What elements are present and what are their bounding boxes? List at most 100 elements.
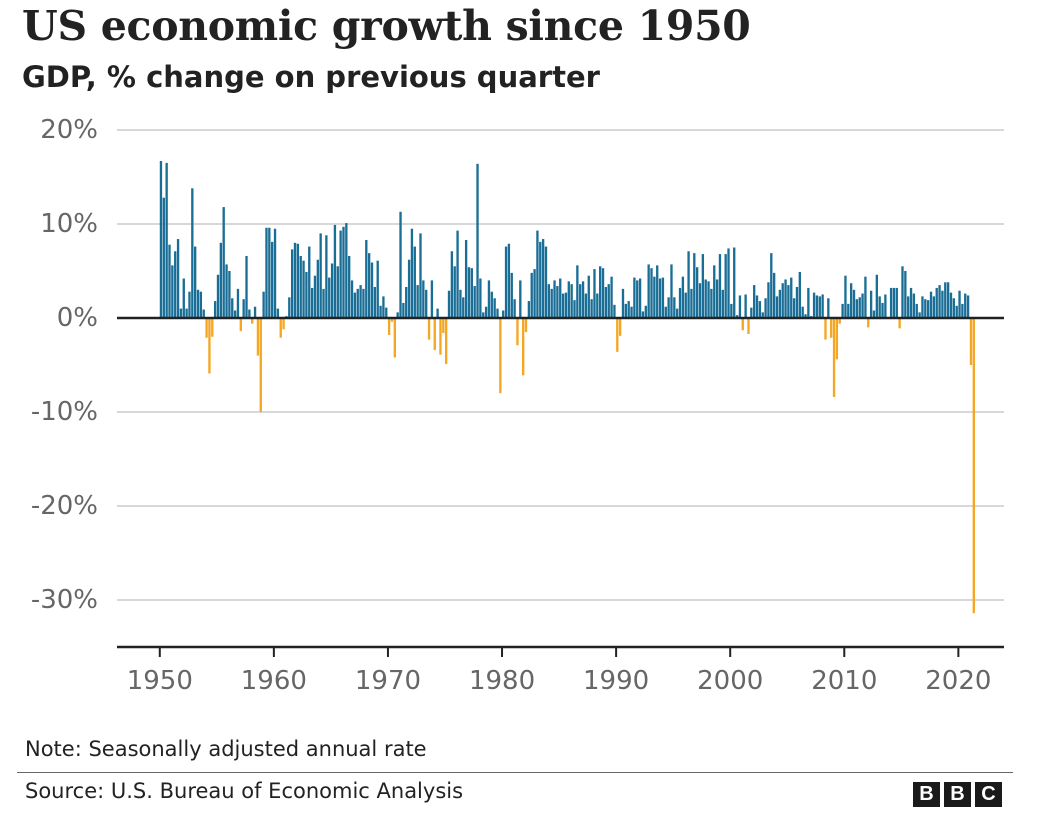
bar-positive bbox=[807, 287, 810, 318]
bar-positive bbox=[396, 312, 399, 318]
bar-positive bbox=[847, 303, 850, 318]
bar-positive bbox=[507, 243, 511, 318]
bar-positive bbox=[778, 289, 782, 318]
bar-negative bbox=[516, 318, 519, 346]
bar-positive bbox=[479, 278, 482, 318]
bar-positive bbox=[579, 284, 582, 318]
bar-positive bbox=[370, 262, 374, 318]
bar-positive bbox=[630, 306, 633, 318]
bar-positive bbox=[849, 283, 853, 318]
bar-positive bbox=[567, 281, 570, 318]
bbc-logo: B B C bbox=[913, 782, 1002, 807]
bar-positive bbox=[453, 266, 456, 318]
bar-positive bbox=[633, 277, 636, 318]
bar-positive bbox=[219, 242, 223, 318]
bar-positive bbox=[869, 290, 873, 318]
bar-positive bbox=[288, 297, 291, 318]
bar-positive bbox=[550, 288, 553, 318]
bar-positive bbox=[196, 289, 200, 318]
bar-positive bbox=[410, 228, 414, 318]
bar-positive bbox=[365, 239, 368, 318]
bar-positive bbox=[704, 279, 707, 318]
bar-positive bbox=[938, 285, 941, 318]
bar-negative bbox=[433, 318, 436, 350]
bar-positive bbox=[601, 268, 605, 318]
bar-negative bbox=[618, 318, 622, 336]
bar-positive bbox=[667, 297, 670, 318]
bar-positive bbox=[664, 306, 667, 318]
y-tick-label: 10% bbox=[40, 209, 98, 239]
bar-positive bbox=[373, 286, 377, 318]
bar-positive bbox=[159, 161, 163, 318]
bar-positive bbox=[904, 271, 907, 318]
bar-positive bbox=[573, 300, 576, 318]
bar-positive bbox=[818, 296, 821, 318]
bar-positive bbox=[676, 308, 679, 318]
bar-positive bbox=[350, 280, 354, 318]
bar-positive bbox=[570, 284, 573, 318]
y-tick-label: -10% bbox=[31, 397, 98, 427]
bar-negative bbox=[972, 318, 975, 614]
bar-positive bbox=[348, 255, 351, 318]
bar-positive bbox=[484, 306, 488, 318]
bar-positive bbox=[253, 306, 257, 318]
bar-positive bbox=[912, 293, 916, 318]
bar-positive bbox=[504, 246, 508, 318]
bar-positive bbox=[801, 306, 804, 318]
bar-positive bbox=[673, 297, 676, 318]
bar-positive bbox=[821, 294, 824, 318]
bar-positive bbox=[541, 239, 545, 318]
bar-negative bbox=[208, 318, 211, 374]
bar-positive bbox=[909, 287, 913, 318]
bar-positive bbox=[231, 298, 234, 318]
bar-positive bbox=[932, 296, 936, 318]
x-tick-label: 2010 bbox=[811, 666, 877, 696]
bar-positive bbox=[436, 308, 439, 318]
bar-positive bbox=[382, 296, 385, 318]
bar-positive bbox=[710, 288, 713, 318]
bar-positive bbox=[701, 254, 705, 318]
bar-positive bbox=[901, 266, 904, 318]
bar-positive bbox=[949, 292, 953, 318]
bar-positive bbox=[376, 260, 379, 318]
bar-positive bbox=[316, 259, 319, 318]
bar-positive bbox=[647, 264, 650, 318]
bar-positive bbox=[792, 298, 796, 318]
bar-positive bbox=[884, 294, 887, 318]
bar-positive bbox=[889, 287, 893, 318]
bar-positive bbox=[624, 303, 628, 318]
bar-negative bbox=[259, 318, 262, 412]
bar-negative bbox=[282, 318, 285, 330]
bar-positive bbox=[590, 299, 593, 318]
x-tick-label: 1960 bbox=[241, 666, 307, 696]
bar-positive bbox=[864, 276, 867, 318]
bar-positive bbox=[290, 249, 294, 318]
bar-positive bbox=[216, 274, 220, 318]
bar-negative bbox=[393, 318, 396, 358]
bar-negative bbox=[898, 318, 901, 329]
bar-positive bbox=[356, 288, 359, 318]
bar-positive bbox=[815, 295, 819, 318]
bar-positive bbox=[878, 296, 881, 318]
bar-positive bbox=[926, 300, 930, 318]
bar-positive bbox=[958, 290, 961, 318]
bar-positive bbox=[456, 230, 459, 318]
bar-positive bbox=[581, 281, 585, 318]
bar-negative bbox=[279, 318, 282, 338]
bar-positive bbox=[305, 271, 308, 318]
bar-positive bbox=[935, 287, 938, 318]
axes: 20% 10% 0% -10% -20% -30% 1950 1960 1970 1980 1990… bbox=[31, 115, 1004, 696]
bar-positive bbox=[519, 280, 522, 318]
bar-positive bbox=[941, 290, 944, 318]
bar-positive bbox=[319, 233, 322, 318]
chart-source: Source: U.S. Bureau of Economic Analysis bbox=[25, 779, 464, 803]
bar-positive bbox=[470, 268, 473, 318]
bar-positive bbox=[827, 298, 830, 318]
gridlines bbox=[117, 129, 1004, 601]
bar-positive bbox=[527, 301, 531, 318]
bar-positive bbox=[638, 278, 642, 318]
bar-positive bbox=[553, 280, 556, 318]
bar-positive bbox=[447, 290, 451, 318]
bar-positive bbox=[476, 163, 479, 318]
bar-positive bbox=[262, 291, 265, 318]
